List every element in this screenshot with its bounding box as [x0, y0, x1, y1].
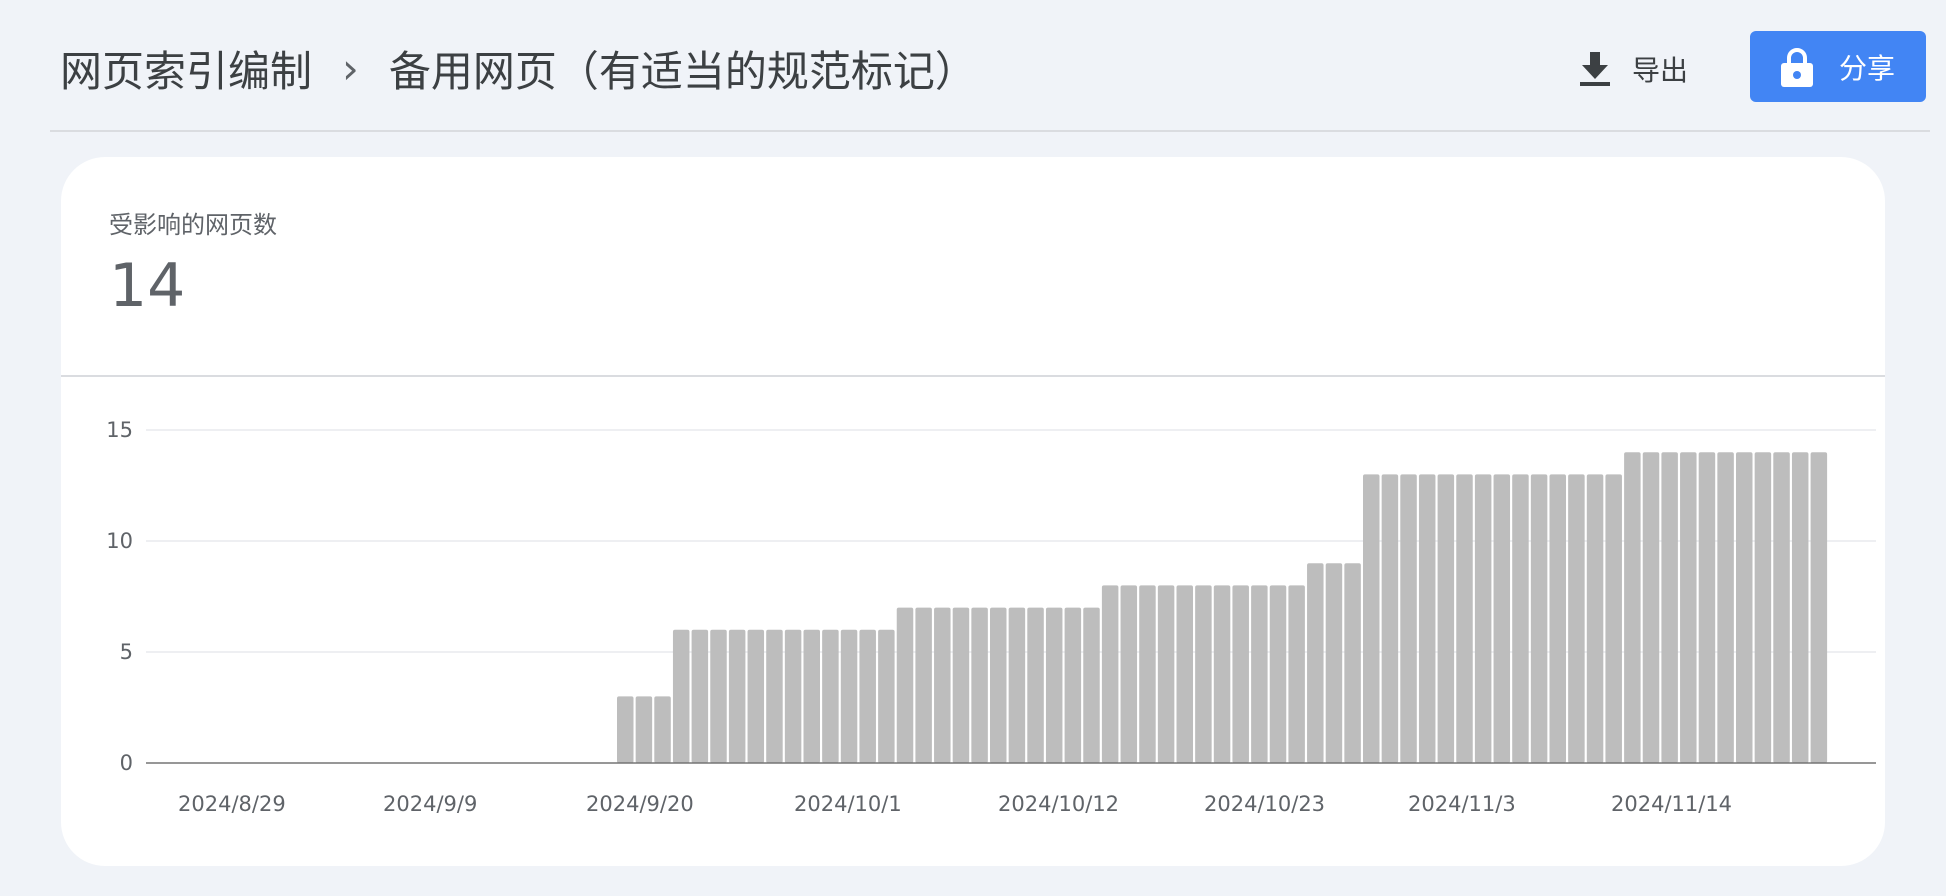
chart-bar[interactable]	[1325, 563, 1343, 763]
chart-bar[interactable]	[691, 629, 709, 763]
chart-bar[interactable]	[1642, 452, 1660, 763]
affected-pages-card: 受影响的网页数 14 0 5 10 15 2024/8/29 2024/9/9 2024/…	[61, 157, 1885, 866]
chart-bar[interactable]	[1307, 563, 1324, 763]
card-divider	[61, 375, 1885, 377]
chart-bar[interactable]	[1568, 474, 1585, 763]
chart-bar[interactable]	[1381, 474, 1399, 763]
chart-bar[interactable]	[1530, 474, 1548, 763]
page-header: 网页索引编制 › 备用网页（有适当的规范标记） 导出 分享	[50, 0, 1930, 132]
chart-bar[interactable]	[747, 629, 765, 763]
chart-bar[interactable]	[1232, 585, 1249, 763]
chart-bar[interactable]	[1680, 452, 1697, 763]
chart-bar[interactable]	[1549, 474, 1567, 763]
export-button[interactable]: 导出	[1580, 42, 1688, 96]
chart-bar[interactable]	[915, 607, 932, 763]
chart-bar[interactable]	[1698, 452, 1716, 763]
chart-bar[interactable]	[710, 629, 727, 763]
chart-bar[interactable]	[1437, 474, 1455, 763]
metric-value: 14	[109, 251, 186, 321]
chart-bar[interactable]	[1512, 474, 1529, 763]
chart-bar[interactable]	[971, 607, 988, 763]
chart-bar[interactable]	[1139, 585, 1156, 763]
chart-bar[interactable]	[1418, 474, 1436, 763]
chart-bar[interactable]	[803, 629, 821, 763]
breadcrumb-parent[interactable]: 网页索引编制	[60, 46, 313, 96]
chart-bar[interactable]	[1083, 607, 1100, 763]
share-label: 分享	[1838, 51, 1895, 85]
chart-bar[interactable]	[878, 629, 895, 763]
chart-bar[interactable]	[1736, 452, 1753, 763]
download-icon	[1580, 52, 1610, 86]
chart-bar[interactable]	[952, 607, 970, 763]
chart-bar[interactable]	[672, 629, 690, 763]
chart-bar[interactable]	[1176, 585, 1194, 763]
y-tick-label: 15	[106, 418, 133, 442]
chart-bar[interactable]	[1157, 585, 1175, 763]
chart-bar[interactable]	[1195, 585, 1212, 763]
chart-bar[interactable]	[1008, 607, 1026, 763]
export-label: 导出	[1632, 54, 1689, 87]
y-tick-label: 5	[120, 640, 133, 664]
chart-bar[interactable]	[1624, 452, 1641, 763]
chart-bar[interactable]	[766, 629, 783, 763]
chart-bar[interactable]	[990, 607, 1007, 763]
chart-bar[interactable]	[1586, 474, 1604, 763]
affected-pages-chart: 0 5 10 15 2024/8/29 2024/9/9 2024/9/20 2024/10…	[106, 418, 1876, 816]
x-tick-label: 2024/11/3	[1408, 792, 1516, 816]
chart-bar[interactable]	[1773, 452, 1790, 763]
x-tick-label: 2024/8/29	[178, 792, 286, 816]
chart-bar[interactable]	[1717, 452, 1734, 763]
x-tick-label: 2024/10/12	[998, 792, 1119, 816]
x-tick-label: 2024/11/14	[1611, 792, 1732, 816]
chart-bar[interactable]	[1064, 607, 1082, 763]
metric-label: 受影响的网页数	[109, 211, 277, 239]
x-tick-label: 2024/9/9	[383, 792, 477, 816]
x-tick-label: 2024/9/20	[586, 792, 694, 816]
chart-bar[interactable]	[728, 629, 746, 763]
chart-bar[interactable]	[840, 629, 858, 763]
chart-bar[interactable]	[784, 629, 802, 763]
chart-bar[interactable]	[1344, 563, 1361, 763]
chart-bar[interactable]	[1400, 474, 1417, 763]
x-tick-label: 2024/10/1	[794, 792, 902, 816]
chart-bar[interactable]	[1456, 474, 1473, 763]
chart-bar[interactable]	[1605, 474, 1622, 763]
y-tick-label: 0	[120, 751, 133, 775]
chart-bar[interactable]	[1493, 474, 1511, 763]
chart-bar[interactable]	[859, 629, 876, 763]
chart-bar[interactable]	[654, 696, 671, 763]
chart-bar[interactable]	[1027, 607, 1044, 763]
chart-bar[interactable]	[1810, 452, 1828, 763]
chart-bar[interactable]	[1661, 452, 1678, 763]
y-tick-label: 10	[106, 529, 133, 553]
chart-bar[interactable]	[1269, 585, 1287, 763]
chart-bar[interactable]	[896, 607, 914, 763]
chart-bar[interactable]	[1791, 452, 1809, 763]
chart-bar[interactable]	[934, 607, 951, 763]
x-tick-label: 2024/10/23	[1204, 792, 1325, 816]
chart-bar[interactable]	[1101, 585, 1119, 763]
breadcrumb: 网页索引编制 › 备用网页（有适当的规范标记）	[60, 40, 977, 96]
chart-bar[interactable]	[1251, 585, 1268, 763]
chart-bar[interactable]	[1120, 585, 1138, 763]
chart-bar[interactable]	[635, 696, 653, 763]
chart-bar[interactable]	[1213, 585, 1231, 763]
chart-bar[interactable]	[1474, 474, 1492, 763]
lock-icon	[1780, 47, 1813, 87]
chart-bar[interactable]	[1363, 474, 1380, 763]
chart-bar[interactable]	[822, 629, 839, 763]
chevron-right-icon: ›	[342, 43, 359, 93]
page-title: 备用网页（有适当的规范标记）	[388, 46, 977, 96]
chart-bar[interactable]	[1754, 452, 1772, 763]
chart-bar[interactable]	[1045, 607, 1063, 763]
chart-bar[interactable]	[1288, 585, 1305, 763]
share-button[interactable]: 分享	[1750, 31, 1926, 102]
chart-bar[interactable]	[617, 696, 634, 763]
